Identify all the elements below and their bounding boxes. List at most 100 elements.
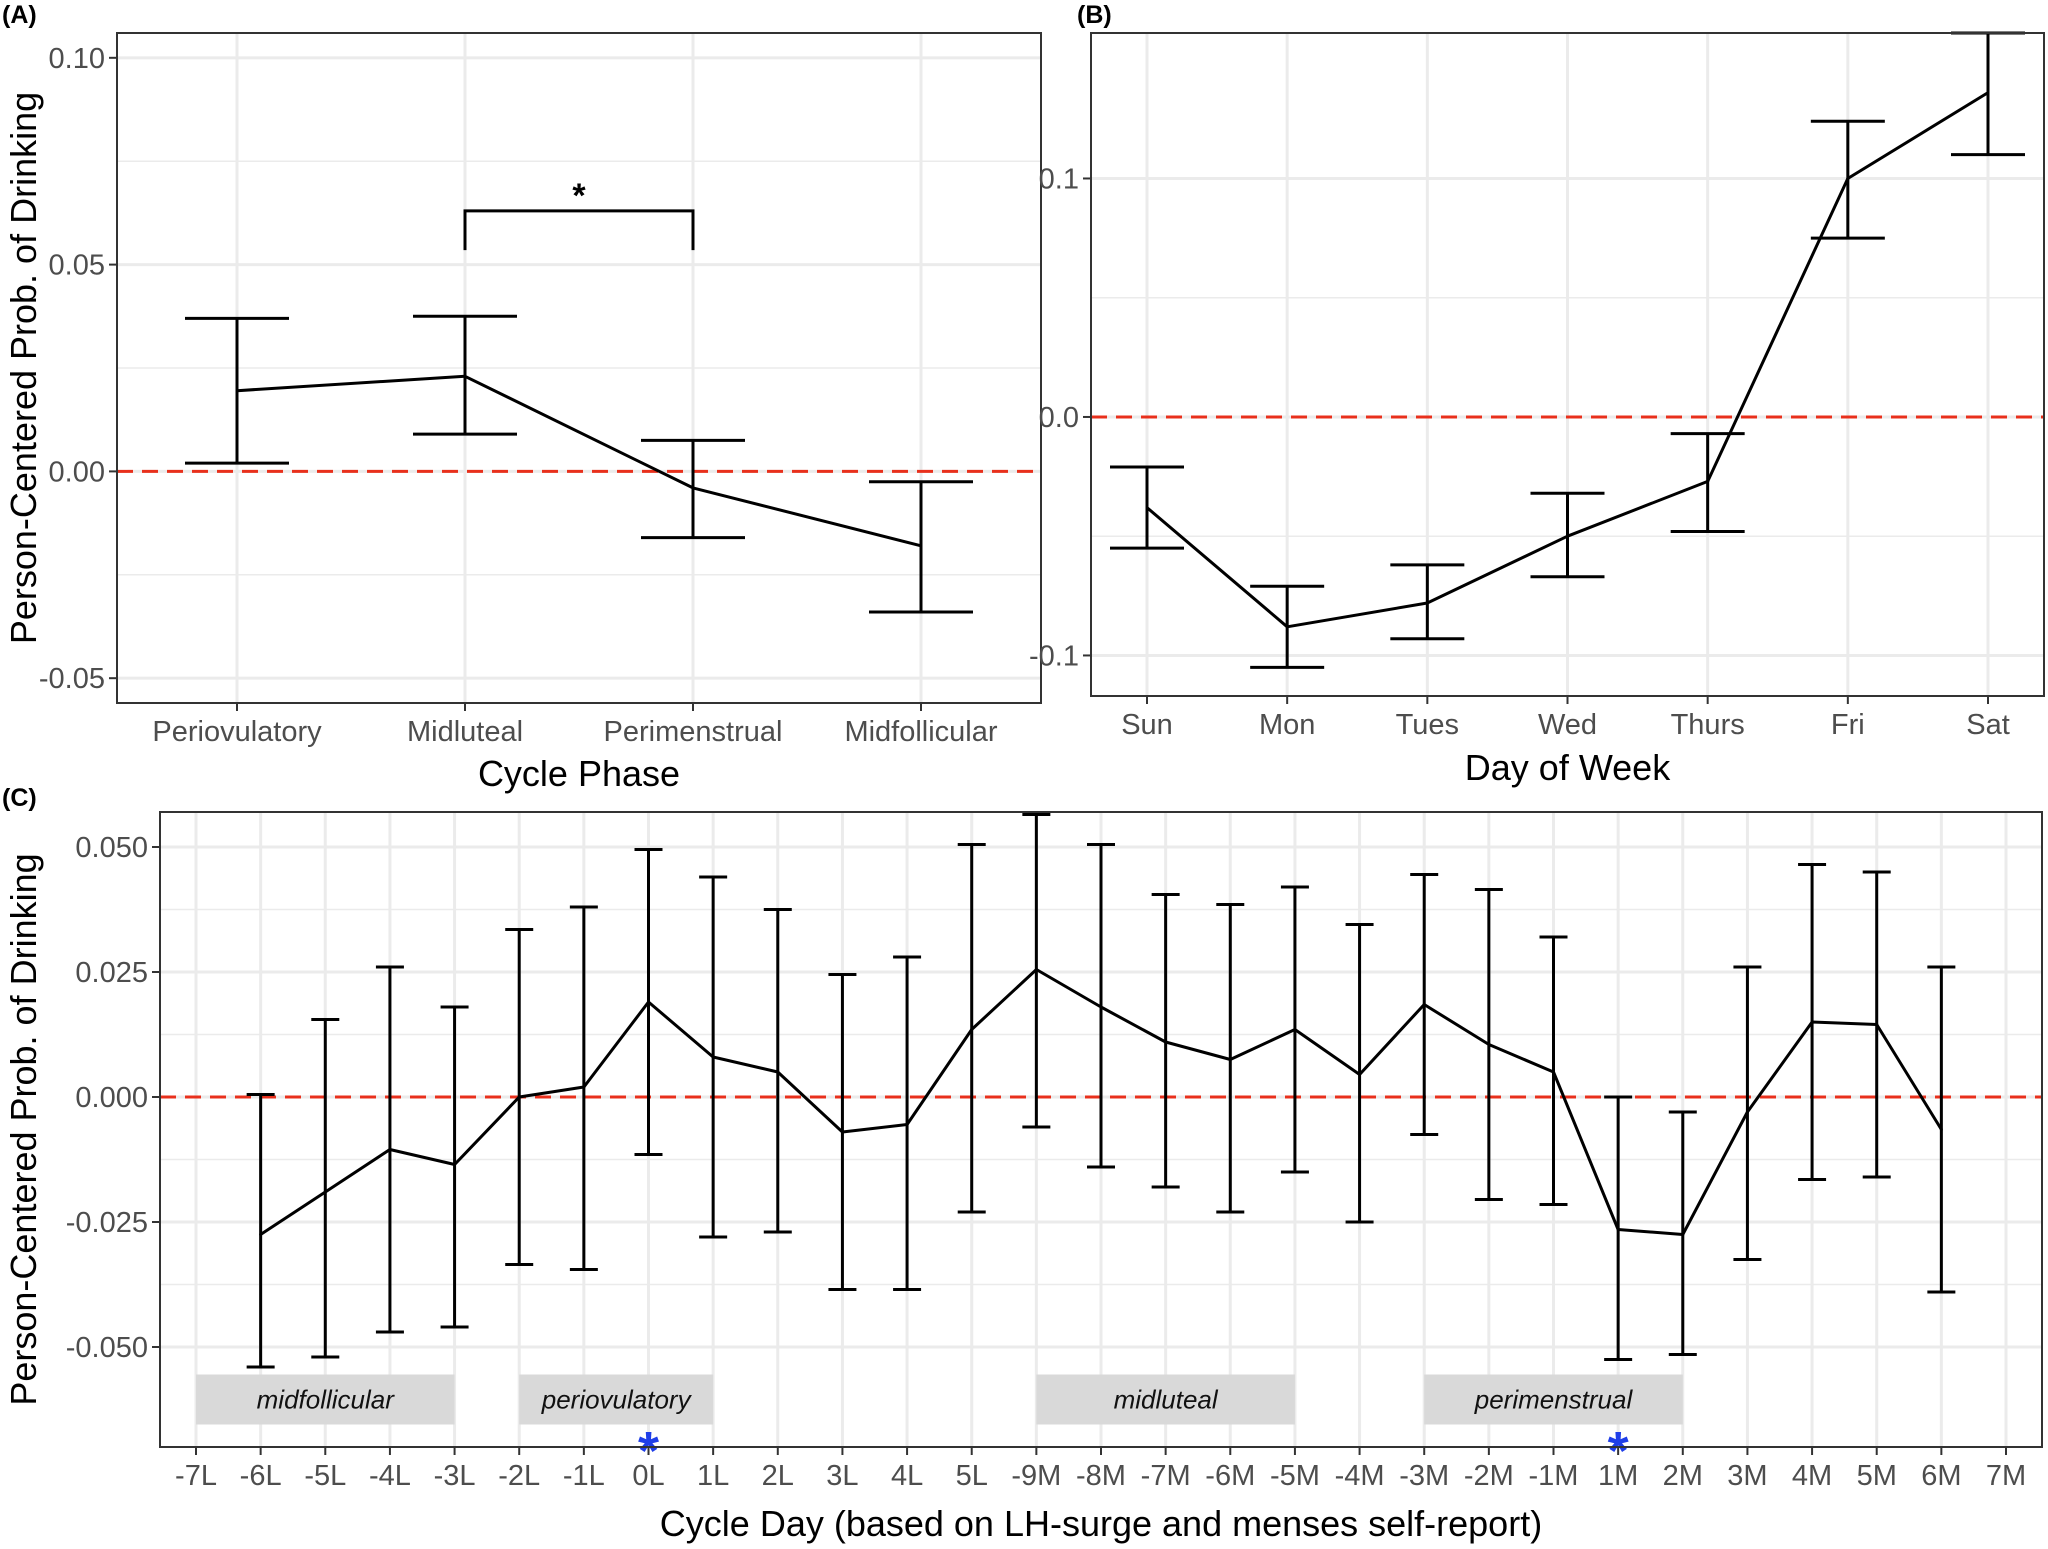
x-tick-label: 1L [697,1460,729,1492]
data-point [919,544,923,548]
phase-band-label: midluteal [1114,1385,1219,1415]
data-point [1487,1043,1491,1046]
phase-band-label: midfollicular [257,1385,396,1415]
data-point [1145,506,1149,510]
x-axis-title: Day of Week [1465,747,1671,788]
data-point [1706,479,1710,483]
panel-b: -0.1 0.0 0.1 Sun Mon Tues Wed Thurs Fri Sat Day of… [1029,1,2045,788]
data-point [647,1000,650,1004]
panel-label: (A) [2,1,37,29]
data-point [1285,625,1289,629]
x-tick-label: 3M [1727,1460,1767,1492]
data-point [323,1190,327,1194]
x-tick-label: 4L [891,1460,923,1492]
error-bar [246,1093,275,1369]
data-point [1616,1228,1620,1231]
x-tick-label: Wed [1538,709,1597,741]
x-tick-label: -3L [434,1460,476,1492]
y-tick-label: 0.050 [75,832,148,864]
x-tick-label: -2M [1464,1460,1514,1492]
x-tick-label: 1M [1598,1460,1638,1492]
x-tick-label: -7M [1141,1460,1191,1492]
data-point [1810,1020,1814,1024]
x-tick-label: 7M [1986,1460,2026,1492]
y-tick-label: 0.00 [49,456,105,488]
panel-label: (C) [2,784,37,812]
x-tick-label: -2L [498,1460,540,1492]
phase-band-periovulatory [519,1374,714,1425]
x-tick-label: Fri [1831,709,1865,741]
data-point [1939,1128,1943,1131]
x-tick-label: -3M [1399,1460,1449,1492]
x-tick-label: Tues [1396,709,1459,741]
data-point [1552,1070,1555,1074]
x-tick-label: Thurs [1671,709,1745,741]
data-point [1034,968,1038,971]
y-axis-title: Person-Centered Prob. of Drinking [3,853,44,1405]
x-tick-label: -4L [369,1460,411,1492]
data-point [1745,1110,1749,1114]
data-point [776,1070,780,1074]
series-line [236,374,922,548]
x-tick-label: -5M [1270,1460,1320,1492]
panel-a: * -0.05 0.00 0.05 0.10 Periovulatory Midluteal… [2,1,1042,794]
phase-band-perimenstrual [1424,1374,1683,1425]
data-point [388,1148,392,1151]
data-point [453,1163,457,1166]
x-tick-label: 5M [1857,1460,1897,1492]
data-point [582,1085,586,1089]
data-point [1425,601,1429,605]
x-tick-label: -5L [304,1460,346,1492]
y-tick-label: 0.1 [1039,163,1079,195]
x-tick-label: 4M [1792,1460,1832,1492]
data-point [1986,91,1990,95]
x-tick-label: 0L [632,1460,664,1492]
data-point [1358,1073,1362,1076]
x-axis-title: Cycle Phase [478,753,680,794]
data-point [840,1130,844,1134]
y-tick-label: -0.050 [66,1332,148,1364]
data-point [1099,1005,1103,1009]
x-tick-label: -9M [1011,1460,1061,1492]
x-tick-label: -8M [1076,1460,1126,1492]
x-tick-label: -4M [1335,1460,1385,1492]
y-tick-label: 0.025 [75,957,148,989]
phase-band-midfollicular [196,1374,455,1425]
x-tick-label: Sun [1121,709,1173,741]
data-point [259,1233,263,1236]
x-tick-label: Periovulatory [152,716,322,748]
x-tick-label: Mon [1259,709,1315,741]
x-tick-label: -7L [175,1460,217,1492]
data-point [1422,1003,1426,1006]
x-tick-label: 5L [956,1460,988,1492]
data-point [1293,1028,1297,1031]
panel-c: midfollicular periovulatory midluteal perim… [2,784,2043,1544]
data-point [517,1095,521,1099]
significance-bracket [463,209,695,251]
y-tick-label: -0.025 [66,1207,148,1239]
significance-star: * [572,177,586,215]
y-tick-label: -0.1 [1029,640,1079,672]
data-point [970,1028,974,1031]
x-tick-label: -6M [1205,1460,1255,1492]
data-point [1164,1040,1168,1044]
data-point [463,374,467,378]
data-point [691,486,695,490]
x-tick-label: Sat [1966,709,2010,741]
data-point [1228,1058,1232,1061]
x-tick-label: Midluteal [407,716,523,748]
panel-border [116,32,1042,704]
x-tick-label: -1M [1529,1460,1579,1492]
data-point [1566,534,1569,538]
error-bar [440,1005,469,1329]
y-axis-title: Person-Centered Prob. of Drinking [3,92,44,644]
x-tick-label: Perimenstrual [604,716,783,748]
data-point [235,389,239,393]
error-bar [311,1018,340,1359]
data-point [1681,1233,1685,1236]
x-tick-label: 2M [1663,1460,1703,1492]
data-point [905,1123,909,1126]
x-tick-label: -6L [240,1460,282,1492]
x-tick-label: 2L [762,1460,794,1492]
